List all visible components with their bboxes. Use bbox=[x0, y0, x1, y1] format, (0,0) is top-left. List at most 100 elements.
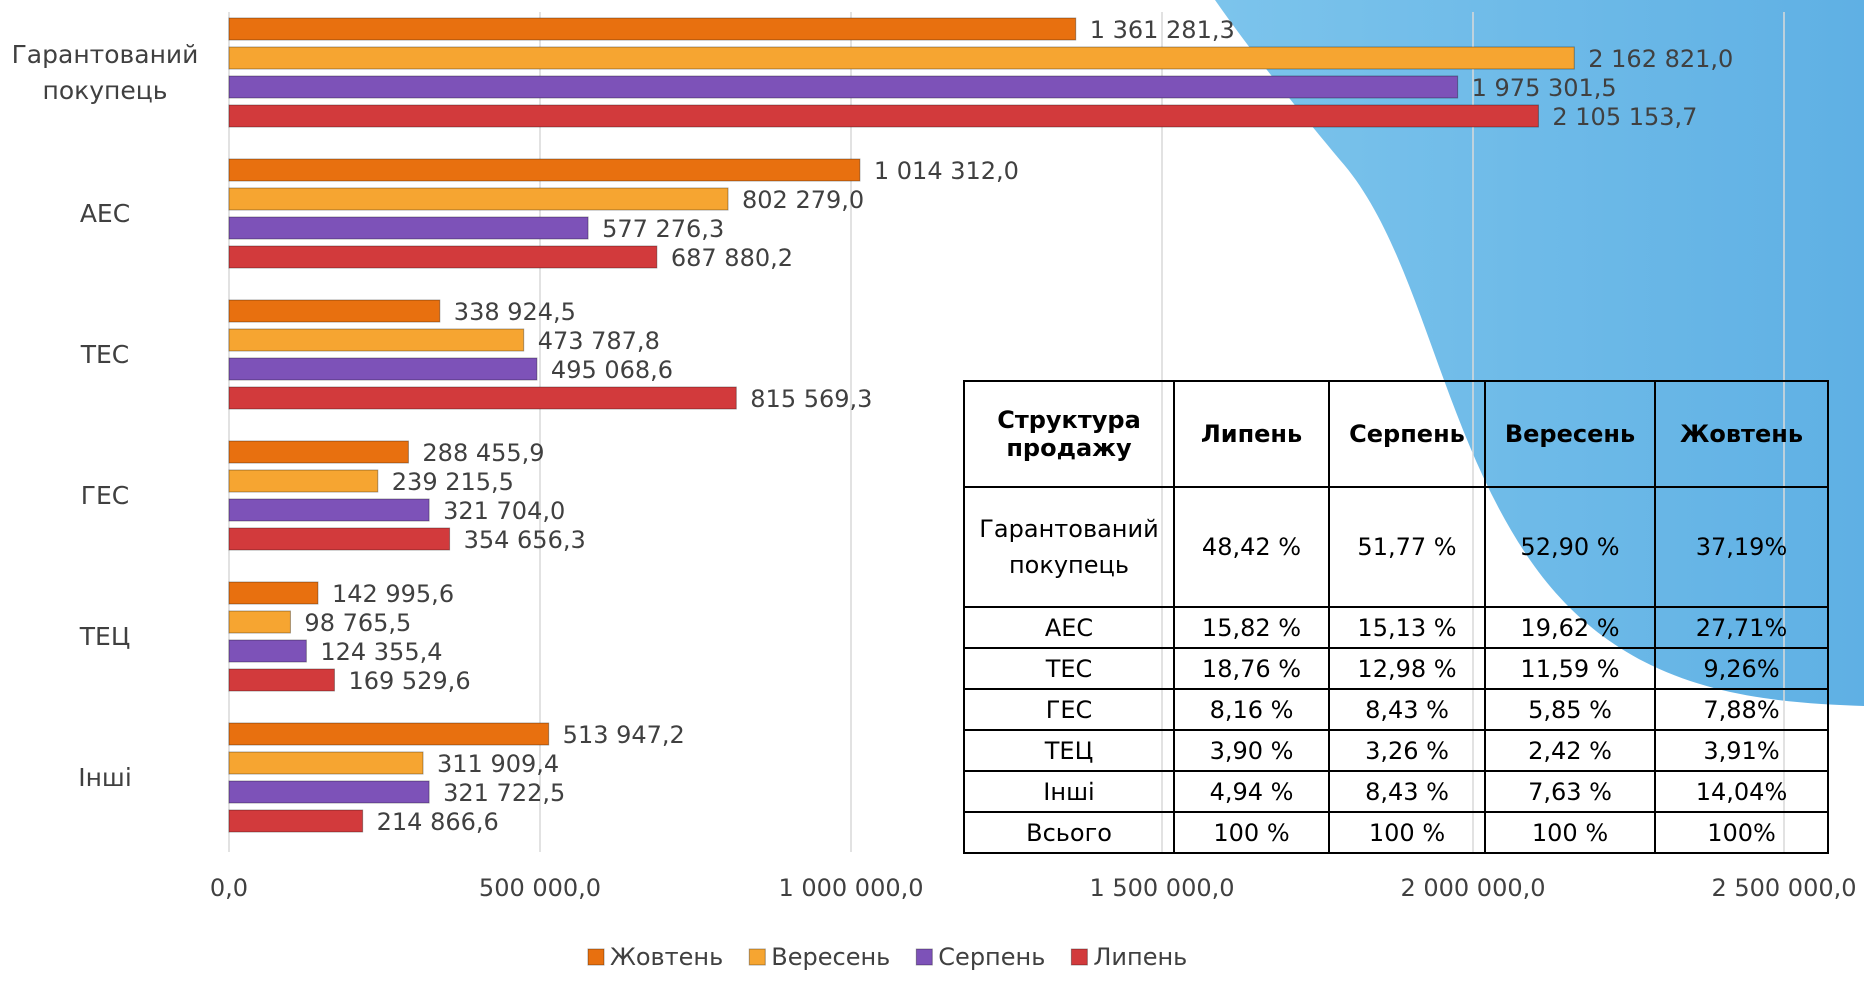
value-label: 169 529,6 bbox=[348, 667, 470, 695]
table-cell: 100 % bbox=[1485, 812, 1655, 853]
bar bbox=[229, 76, 1458, 98]
value-label: 802 279,0 bbox=[742, 186, 864, 214]
category-label: ГЕС bbox=[0, 478, 210, 514]
table-cell: ТЕС bbox=[964, 648, 1174, 689]
page: 0,0500 000,01 000 000,01 500 000,02 000 … bbox=[0, 0, 1864, 982]
x-tick-label: 2 500 000,0 bbox=[1711, 874, 1856, 902]
legend-label: Липень bbox=[1093, 943, 1187, 971]
table-cell: 15,13 % bbox=[1329, 607, 1485, 648]
x-tick-label: 2 000 000,0 bbox=[1400, 874, 1545, 902]
bar bbox=[229, 387, 736, 409]
table-header-cell: Липень bbox=[1174, 381, 1329, 487]
bar bbox=[229, 810, 363, 832]
table-cell: 5,85 % bbox=[1485, 689, 1655, 730]
value-label: 2 105 153,7 bbox=[1552, 103, 1697, 131]
bar bbox=[229, 159, 860, 181]
bar bbox=[229, 441, 408, 463]
value-label: 124 355,4 bbox=[320, 638, 442, 666]
category-label: ТЕС bbox=[0, 337, 210, 373]
value-label: 1 014 312,0 bbox=[874, 157, 1019, 185]
table-cell: 51,77 % bbox=[1329, 487, 1485, 607]
legend-label: Серпень bbox=[938, 943, 1045, 971]
table-cell: 15,82 % bbox=[1174, 607, 1329, 648]
bar bbox=[229, 723, 549, 745]
category-label: Інші bbox=[0, 760, 210, 796]
value-label: 311 909,4 bbox=[437, 750, 559, 778]
table-cell: 37,19% bbox=[1655, 487, 1828, 607]
table-cell: 8,16 % bbox=[1174, 689, 1329, 730]
legend-swatch bbox=[749, 949, 765, 965]
table-cell: Всього bbox=[964, 812, 1174, 853]
table-cell: 48,42 % bbox=[1174, 487, 1329, 607]
bar bbox=[229, 217, 588, 239]
legend-swatch bbox=[1071, 949, 1087, 965]
bar bbox=[229, 329, 524, 351]
table-header-cell: Вересень bbox=[1485, 381, 1655, 487]
value-label: 2 162 821,0 bbox=[1588, 45, 1733, 73]
value-label: 288 455,9 bbox=[422, 439, 544, 467]
table-cell: 8,43 % bbox=[1329, 771, 1485, 812]
value-label: 815 569,3 bbox=[750, 385, 872, 413]
table-cell: 100% bbox=[1655, 812, 1828, 853]
bar bbox=[229, 499, 429, 521]
bar bbox=[229, 470, 378, 492]
value-label: 338 924,5 bbox=[454, 298, 576, 326]
table-cell: Інші bbox=[964, 771, 1174, 812]
table-cell: 3,26 % bbox=[1329, 730, 1485, 771]
x-tick-label: 0,0 bbox=[210, 874, 248, 902]
legend-swatch bbox=[588, 949, 604, 965]
value-label: 687 880,2 bbox=[671, 244, 793, 272]
table-cell: 18,76 % bbox=[1174, 648, 1329, 689]
value-label: 321 704,0 bbox=[443, 497, 565, 525]
bar bbox=[229, 18, 1076, 40]
table-cell: 7,63 % bbox=[1485, 771, 1655, 812]
value-label: 98 765,5 bbox=[304, 609, 411, 637]
value-label: 513 947,2 bbox=[563, 721, 685, 749]
table-cell: 3,90 % bbox=[1174, 730, 1329, 771]
table-cell: 9,26% bbox=[1655, 648, 1828, 689]
value-label: 214 866,6 bbox=[377, 808, 499, 836]
table-cell: 52,90 % bbox=[1485, 487, 1655, 607]
table-cell: 4,94 % bbox=[1174, 771, 1329, 812]
category-label: АЕС bbox=[0, 196, 210, 232]
table-cell: 2,42 % bbox=[1485, 730, 1655, 771]
table-cell: ТЕЦ bbox=[964, 730, 1174, 771]
table-cell: АЕС bbox=[964, 607, 1174, 648]
bar bbox=[229, 582, 318, 604]
table-cell: 3,91% bbox=[1655, 730, 1828, 771]
legend-swatch bbox=[916, 949, 932, 965]
bar bbox=[229, 246, 657, 268]
bar bbox=[229, 47, 1574, 69]
bar bbox=[229, 300, 440, 322]
table-cell: 8,43 % bbox=[1329, 689, 1485, 730]
table-cell: 11,59 % bbox=[1485, 648, 1655, 689]
value-label: 239 215,5 bbox=[392, 468, 514, 496]
value-label: 577 276,3 bbox=[602, 215, 724, 243]
value-label: 1 361 281,3 bbox=[1090, 16, 1235, 44]
legend-label: Вересень bbox=[771, 943, 890, 971]
table-cell: Гарантований покупець bbox=[964, 487, 1174, 607]
table-cell: 27,71% bbox=[1655, 607, 1828, 648]
x-tick-label: 1 500 000,0 bbox=[1089, 874, 1234, 902]
bar bbox=[229, 188, 728, 210]
value-label: 473 787,8 bbox=[538, 327, 660, 355]
table-cell: ГЕС bbox=[964, 689, 1174, 730]
value-label: 495 068,6 bbox=[551, 356, 673, 384]
category-label: ТЕЦ bbox=[0, 619, 210, 655]
table-cell: 12,98 % bbox=[1329, 648, 1485, 689]
table-cell: 14,04% bbox=[1655, 771, 1828, 812]
table-header-cell: Серпень bbox=[1329, 381, 1485, 487]
value-label: 354 656,3 bbox=[464, 526, 586, 554]
table-header-cell: Структура продажу bbox=[964, 381, 1174, 487]
table-cell: 19,62 % bbox=[1485, 607, 1655, 648]
value-label: 321 722,5 bbox=[443, 779, 565, 807]
category-label: Гарантований покупець bbox=[0, 37, 210, 109]
bar bbox=[229, 105, 1538, 127]
bar bbox=[229, 752, 423, 774]
